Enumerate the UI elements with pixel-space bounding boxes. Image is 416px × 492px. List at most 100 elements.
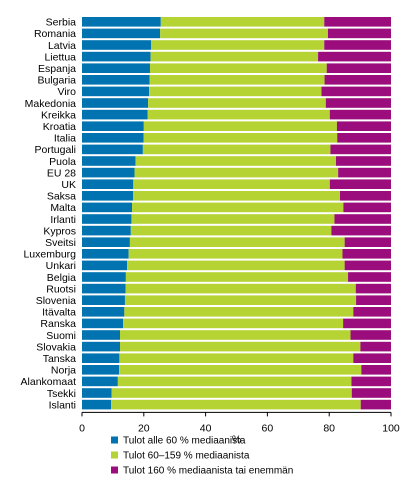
bar-segment-2	[125, 272, 349, 282]
bar-segment-1	[82, 272, 126, 282]
bar-segment-2	[160, 28, 328, 39]
bar-segment-2	[119, 365, 362, 375]
legend-swatch-1	[111, 436, 118, 444]
bar-segment-1	[82, 341, 121, 352]
category-label: Viro	[58, 86, 77, 98]
bar-segment-1	[82, 318, 124, 329]
bar-segment-3	[360, 341, 391, 352]
bar-segment-2	[130, 225, 332, 236]
bar-segment-3	[336, 156, 391, 166]
category-label: Makedonia	[25, 98, 77, 110]
bar-segment-2	[151, 40, 325, 50]
bar-segment-1	[82, 98, 149, 108]
bar-segment-3	[318, 51, 391, 62]
bar-segment-2	[134, 167, 339, 178]
category-label: Ruotsi	[46, 283, 76, 295]
bar-segment-1	[82, 63, 150, 73]
bar-segment-2	[127, 260, 345, 271]
x-axis-label: %	[232, 433, 241, 445]
category-label: Itävalta	[42, 307, 76, 319]
bar-segment-1	[82, 330, 121, 340]
bar-segment-2	[124, 295, 357, 305]
bar-segment-1	[82, 376, 118, 387]
bar-segment-2	[148, 98, 326, 108]
category-label: Slovakia	[36, 341, 76, 353]
legend-label-1: Tulot alle 60 % mediaanista	[123, 436, 246, 447]
category-label: Luxemburg	[23, 249, 76, 261]
bar-segment-3	[324, 40, 391, 50]
bar-segment-2	[143, 133, 338, 143]
bar-segment-2	[119, 353, 354, 363]
x-tick-label: 40	[200, 422, 212, 434]
bar-segment-1	[82, 51, 151, 62]
bar-segment-2	[143, 121, 337, 131]
bar-segment-1	[82, 144, 143, 155]
bar-segment-3	[348, 272, 391, 282]
bar-segment-1	[82, 399, 112, 410]
bar-segment-2	[111, 388, 352, 398]
bar-segment-2	[131, 214, 335, 224]
bar-segment-2	[160, 17, 325, 27]
legend: Tulot alle 60 % mediaanista Tulot 60–159 …	[111, 436, 293, 477]
category-label: Bulgaria	[37, 75, 76, 87]
category-label: Norja	[51, 365, 76, 377]
bar-segment-1	[82, 307, 125, 317]
bar-segment-3	[344, 237, 391, 247]
bar-segment-2	[150, 51, 319, 62]
category-label: Latvia	[48, 40, 76, 52]
bar-segment-1	[82, 214, 132, 224]
bar-segment-2	[129, 237, 345, 247]
bar-segment-3	[324, 17, 391, 27]
bar-segment-3	[334, 214, 391, 224]
bar-segment-3	[342, 249, 391, 259]
category-label: Italia	[54, 133, 76, 145]
bar-segment-1	[82, 260, 128, 271]
bar-segment-1	[82, 75, 150, 85]
bar-segment-2	[135, 156, 336, 166]
bar-segment-1	[82, 167, 135, 178]
legend-label-3: Tulot 160 % mediaanista tai enemmän	[123, 466, 293, 477]
bar-segment-1	[82, 17, 161, 27]
bar-segment-3	[331, 225, 391, 236]
category-label: Kroatia	[43, 121, 76, 133]
category-labels: SerbiaRomaniaLatviaLiettuaEspanjaBulgari…	[21, 17, 77, 412]
bar-segment-1	[82, 40, 152, 50]
bar-segment-3	[336, 121, 391, 131]
category-label: Kypros	[43, 225, 76, 237]
bar-segment-2	[149, 86, 322, 97]
bar-segment-3	[351, 388, 391, 398]
x-axis: 0 20 40 60 80 100	[79, 411, 400, 434]
bar-segment-3	[353, 307, 391, 317]
bar-segment-3	[329, 179, 391, 189]
category-label: Irlanti	[50, 214, 76, 226]
bar-segment-1	[82, 365, 120, 375]
bar-segment-3	[356, 295, 391, 305]
category-label: Alankomaat	[21, 376, 77, 388]
bar-segment-3	[329, 109, 391, 120]
bar-segment-2	[142, 144, 331, 155]
bar-segment-3	[353, 353, 391, 363]
category-label: Saksa	[47, 191, 76, 203]
category-label: Suomi	[46, 330, 76, 342]
category-label: Serbia	[46, 17, 77, 29]
bar-segment-1	[82, 388, 112, 398]
legend-swatch-3	[111, 466, 118, 474]
x-tick-label: 100	[382, 422, 400, 434]
bar-segment-3	[343, 202, 391, 213]
category-label: Unkari	[46, 260, 76, 272]
bar-segment-3	[325, 98, 391, 108]
category-label: Islanti	[49, 399, 76, 411]
bar-segment-2	[117, 376, 352, 387]
bar-segment-3	[324, 75, 391, 85]
category-label: Liettua	[44, 51, 76, 63]
category-label: Portugali	[35, 144, 76, 156]
category-label: EU 28	[47, 167, 76, 179]
category-label: Tanska	[43, 353, 76, 365]
legend-label-2: Tulot 60–159 % mediaanista	[123, 451, 250, 462]
bar-segment-1	[82, 202, 133, 213]
bar-segment-3	[343, 318, 391, 329]
bar-segment-2	[132, 202, 344, 213]
category-label: Malta	[50, 202, 76, 214]
bar-segment-3	[330, 144, 391, 155]
bar-segment-2	[111, 399, 361, 410]
